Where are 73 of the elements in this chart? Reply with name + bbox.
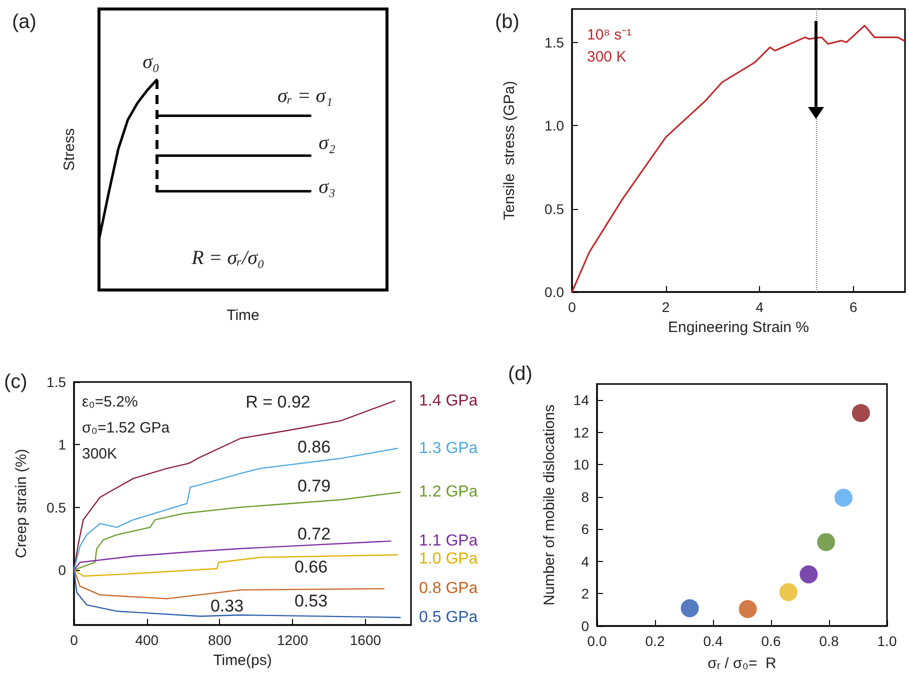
y-tick-label: 10 <box>573 456 590 473</box>
series-label: 1.1 GPa <box>419 532 478 550</box>
y-tick-label: 4 <box>581 553 590 570</box>
y-tick-label: 1.0 <box>544 118 564 134</box>
y-tick-label: 0 <box>581 618 590 634</box>
x-tick-label: 0 <box>70 632 78 648</box>
annotation: σ₂ <box>318 132 336 154</box>
y-tick-label: 14 <box>573 392 590 408</box>
annotation: 0.72 <box>297 524 331 544</box>
x-axis-title: Time <box>226 307 260 324</box>
y-axis-title: Number of mobile dislocations <box>541 404 558 606</box>
point <box>834 488 852 507</box>
x-tick-label: 0.2 <box>645 633 665 649</box>
chart-title: (c) <box>4 371 28 393</box>
annotation: 0.86 <box>297 438 331 456</box>
series-label: 1.4 GPa <box>419 392 478 410</box>
y-axis-title: Creep strain (%) <box>13 448 30 558</box>
x-tick-label: 0.6 <box>761 633 781 649</box>
x-tick-label: 6 <box>850 299 858 315</box>
series-label: 1.0 GPa <box>419 550 478 568</box>
y-tick-label: 1.5 <box>544 34 564 50</box>
point <box>779 583 798 602</box>
y-tick-label: 0.5 <box>544 200 564 217</box>
y-tick-label: 6 <box>581 521 590 538</box>
annotation: 0.79 <box>297 476 331 496</box>
series-label: 1.2 GPa <box>419 484 478 501</box>
chart-title: (a) <box>12 11 36 33</box>
x-tick-label: 0.8 <box>819 633 839 649</box>
y-tick-label: 0.5 <box>46 499 66 516</box>
x-axis-title: Time(ps) <box>213 652 272 669</box>
x-tick-label: 1.0 <box>877 633 897 649</box>
y-tick-label: 12 <box>573 424 590 440</box>
y-axis-title: Stress <box>61 128 78 171</box>
y-tick-label: 2 <box>581 586 590 602</box>
x-tick-label: 0.4 <box>703 633 723 649</box>
series-label: 1.3 GPa <box>419 440 478 457</box>
x-tick-label: 400 <box>135 632 159 648</box>
x-tick-label: 2 <box>662 299 670 315</box>
annotation: 300K <box>82 446 118 462</box>
x-tick-label: 4 <box>756 299 764 315</box>
y-tick-label: 1 <box>58 436 66 453</box>
annotation: 0.66 <box>294 558 328 576</box>
chart-title: (d) <box>508 363 532 385</box>
point <box>800 565 818 584</box>
annotation: ε₀=5.2% <box>82 394 138 410</box>
chart-title: (b) <box>495 11 520 33</box>
annotation: σ₀=1.52 GPa <box>82 420 170 436</box>
y-tick-label: 1.5 <box>46 374 66 390</box>
point <box>852 404 870 422</box>
series-label: 0.5 GPa <box>419 608 478 626</box>
y-tick-label: 0 <box>58 562 66 578</box>
annotation: R = 0.92 <box>246 392 310 412</box>
x-tick-label: 1600 <box>350 632 382 648</box>
line-series <box>73 554 398 577</box>
point <box>680 599 699 618</box>
point <box>738 600 757 618</box>
annotation: 10⁸ s⁻¹ <box>587 26 632 44</box>
annotation: σᵣ = σ₁ <box>277 85 333 107</box>
x-axis-title: Engineering Strain % <box>668 319 809 336</box>
annotation: 300 K <box>587 48 626 66</box>
x-axis-title: σᵣ / σ₀= R <box>708 655 777 672</box>
x-tick-label: 1200 <box>277 632 308 648</box>
text: 0.8 GPa <box>419 580 478 598</box>
y-tick-label: 8 <box>581 488 590 505</box>
y-tick-label: 0.0 <box>544 284 564 300</box>
annotation: 0.53 <box>294 592 328 610</box>
text: σ₀ <box>142 51 160 73</box>
x-tick-label: 800 <box>208 632 232 648</box>
y-axis-title: Tensile stress (GPa) <box>501 80 518 220</box>
annotation: R = σᵣ/σ₀ <box>190 247 264 269</box>
point <box>817 533 836 552</box>
annotation: 0.33 <box>210 596 244 616</box>
annotation: σ₃ <box>318 176 336 198</box>
